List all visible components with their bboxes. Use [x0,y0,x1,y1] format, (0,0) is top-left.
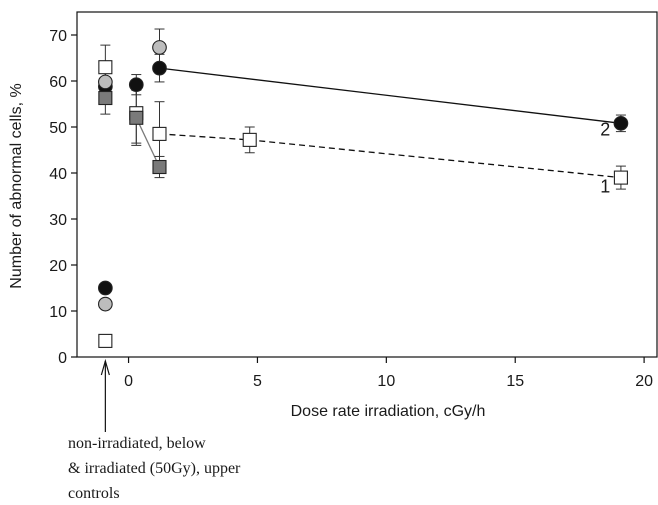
data-point [98,280,113,296]
data-point [152,40,167,55]
ticks: 0 5 10 15 20 0 10 20 30 40 50 60 70 [49,28,653,390]
data-point [613,115,629,131]
axes [76,11,658,358]
y-axis-label: Number of abnormal cells, % [8,83,25,288]
data-point [152,60,167,76]
data-point [613,170,628,185]
y-tick-label: 40 [49,166,67,183]
y-tick-label: 60 [49,74,67,91]
data-point [98,74,113,90]
error-bars [100,28,626,190]
control-note-line-3: controls [68,485,120,502]
y-tick-label: 20 [49,258,67,275]
series-lines [135,67,621,179]
data-point [152,159,167,175]
data-markers [98,40,629,348]
data-point [129,110,144,125]
control-arrow [100,358,110,432]
x-tick-label: 0 [124,373,133,390]
data-point [128,77,144,93]
y-tick-label: 0 [58,350,67,367]
data-point [98,60,113,75]
y-tick-label: 30 [49,212,67,229]
series-1-annotation: 1 [600,176,610,196]
x-tick-label: 15 [506,373,524,390]
data-point [242,132,257,147]
x-axis-label: Dose rate irradiation, cGy/h [291,403,486,420]
series-0-line [159,133,621,179]
data-point [98,90,113,106]
series-1-line [159,67,621,124]
x-tick-label: 5 [253,373,262,390]
x-tick-label: 20 [635,373,653,390]
data-point [98,333,113,348]
series-3-line [135,117,161,168]
series-2-annotation: 2 [600,119,610,139]
y-tick-label: 10 [49,304,67,321]
data-point [98,296,113,312]
control-note-line-2: & irradiated (50Gy), upper [68,460,241,477]
plot-frame [76,11,658,358]
data-point [152,126,167,141]
x-tick-label: 10 [377,373,395,390]
y-tick-label: 50 [49,120,67,137]
control-note-line-1: non-irradiated, below [68,435,206,452]
y-tick-label: 70 [49,28,67,45]
